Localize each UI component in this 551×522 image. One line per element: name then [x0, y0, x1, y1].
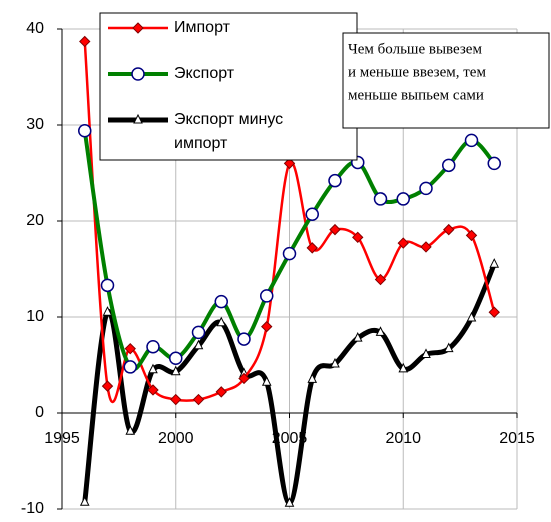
annotation: Чем больше вывезем	[348, 41, 482, 57]
x-tick-label: 2005	[272, 430, 308, 447]
marker	[192, 393, 205, 406]
marker	[100, 278, 115, 293]
marker	[352, 332, 363, 342]
marker	[329, 223, 341, 236]
marker	[374, 273, 387, 286]
marker	[419, 181, 433, 196]
legend-label: Импорт	[174, 19, 231, 36]
marker	[124, 342, 136, 355]
marker	[307, 373, 318, 383]
marker	[488, 306, 500, 318]
marker	[261, 320, 273, 333]
x-tick-label: 2010	[385, 430, 421, 447]
marker	[443, 223, 455, 236]
legend-marker	[131, 67, 145, 81]
legend-marker	[132, 22, 144, 34]
marker	[487, 156, 501, 171]
legend-label: Экспорт	[174, 65, 235, 82]
y-tick-label: 0	[35, 404, 44, 421]
x-tick-label: 2015	[499, 430, 535, 447]
marker	[420, 241, 432, 253]
marker	[398, 362, 409, 373]
annotation-box	[342, 32, 550, 129]
legend-box	[99, 12, 358, 161]
marker	[465, 229, 478, 242]
marker	[79, 35, 91, 48]
marker	[328, 173, 342, 188]
marker	[305, 207, 319, 222]
marker	[169, 351, 183, 366]
legend-label-line: Экспорт минус	[174, 111, 283, 128]
marker	[146, 340, 160, 354]
marker	[442, 158, 456, 173]
legend: Импорт Экспорт Экспорт минус импорт	[108, 19, 283, 152]
x-tick-label: 2000	[158, 430, 194, 447]
marker	[466, 311, 477, 322]
marker	[148, 363, 158, 374]
annotation: меньше выпьем сами	[348, 87, 484, 103]
marker	[373, 192, 388, 206]
marker	[170, 393, 182, 406]
marker	[352, 231, 364, 244]
annotation: и меньше ввезем, тем	[348, 64, 486, 80]
marker	[284, 497, 295, 507]
marker	[102, 306, 113, 316]
marker	[147, 384, 159, 396]
series-line	[82, 263, 497, 506]
marker	[101, 380, 114, 392]
marker	[191, 325, 206, 340]
y-tick-label: 30	[26, 116, 44, 133]
marker	[214, 294, 228, 309]
legend-marker	[133, 113, 143, 124]
marker	[215, 386, 227, 398]
marker	[238, 372, 250, 385]
marker	[489, 258, 500, 268]
marker	[125, 425, 136, 435]
marker	[283, 157, 296, 170]
marker	[79, 496, 90, 506]
legend-label-line: импорт	[174, 135, 228, 152]
marker	[464, 133, 479, 148]
marker	[375, 326, 386, 336]
marker	[237, 332, 251, 346]
marker	[306, 242, 318, 254]
marker	[78, 124, 92, 138]
marker	[330, 357, 340, 368]
marker	[193, 339, 204, 350]
legend-label: Экспорт минус импорт	[174, 111, 283, 152]
marker	[421, 348, 431, 358]
y-tick-label: 10	[26, 308, 44, 325]
marker	[123, 360, 137, 374]
marker	[260, 289, 274, 303]
y-tick-label: 40	[26, 20, 44, 37]
marker	[396, 192, 410, 206]
y-tick-label: 20	[26, 212, 44, 229]
marker	[443, 342, 454, 353]
marker	[170, 365, 181, 376]
y-tick-label: -10	[21, 500, 44, 517]
marker	[282, 246, 297, 261]
marker	[261, 376, 272, 386]
marker	[397, 237, 409, 249]
marker	[216, 316, 227, 327]
